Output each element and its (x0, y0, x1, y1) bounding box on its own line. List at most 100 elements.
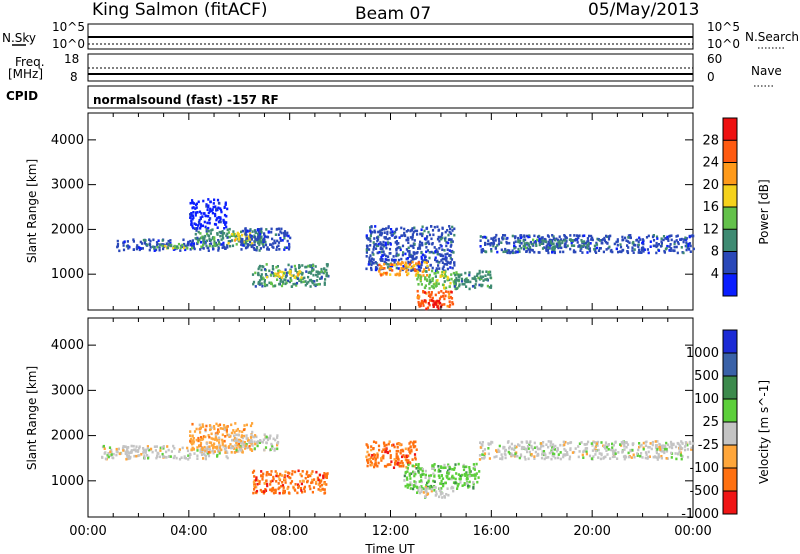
scatter-cell (684, 236, 687, 240)
scatter-cell (278, 491, 281, 495)
scatter-cell (623, 445, 626, 448)
scatter-cell (619, 250, 622, 253)
scatter-cell (437, 301, 440, 304)
scatter-cell (481, 270, 484, 274)
scatter-cell (312, 268, 315, 271)
scatter-cell (167, 240, 170, 243)
scatter-cell (186, 449, 190, 453)
scatter-cell (668, 234, 671, 238)
scatter-cell (461, 484, 464, 487)
scatter-cell (621, 238, 624, 242)
scatter-cell (448, 292, 451, 296)
scatter-cell (655, 451, 658, 455)
scatter-cell (448, 254, 451, 257)
scatter-cell (405, 476, 409, 480)
scatter-cell (676, 234, 679, 238)
scatter-cell (162, 247, 165, 251)
scatter-cell (210, 426, 213, 429)
scatter-cell (392, 255, 395, 258)
scatter-cell (446, 487, 449, 490)
scatter-cell (118, 452, 121, 456)
scatter-cell (192, 447, 195, 451)
scatter-cell (265, 471, 268, 474)
scatter-cell (548, 244, 551, 247)
scatter-cell (297, 271, 300, 275)
scatter-cell (402, 454, 405, 457)
scatter-cell (266, 438, 270, 442)
scatter-cell (688, 235, 691, 239)
scatter-cell (395, 227, 398, 231)
scatter-cell (218, 438, 221, 441)
scatter-cell (278, 477, 281, 481)
scatter-cell (541, 247, 545, 250)
scatter-cell (141, 247, 144, 250)
scatter-cell (669, 243, 672, 246)
scatter-cell (206, 239, 209, 243)
scatter-cell (448, 470, 451, 474)
scatter-cell (600, 241, 603, 245)
scatter-cell (245, 237, 248, 240)
scatter-cell (649, 442, 652, 445)
scatter-cell (647, 450, 650, 454)
scatter-cell (647, 251, 650, 255)
scatter-cell (127, 247, 130, 250)
scatter-cell (429, 293, 432, 297)
colorbar-swatch (723, 330, 737, 354)
scatter-cell (226, 232, 229, 236)
scatter-cell (266, 248, 269, 251)
scatter-cell (417, 471, 420, 474)
nave-tick-high: 60 (707, 52, 722, 66)
scatter-cell (226, 425, 229, 428)
scatter-cell (377, 444, 381, 448)
scatter-cell (258, 235, 261, 239)
scatter-cell (115, 450, 118, 453)
scatter-cell (446, 229, 449, 232)
freq-tick-low: 8 (70, 70, 78, 84)
scatter-cell (668, 445, 671, 449)
scatter-cell (393, 445, 396, 449)
scatter-cell (257, 271, 260, 275)
scatter-cell (467, 486, 470, 489)
scatter-cell (299, 278, 302, 281)
scatter-cell (251, 471, 255, 474)
scatter-cell (284, 282, 287, 286)
scatter-cell (437, 282, 440, 286)
scatter-cell (547, 445, 550, 449)
scatter-cell (414, 456, 417, 459)
scatter-cell (316, 270, 319, 274)
scatter-cell (458, 284, 461, 288)
scatter-cell (205, 227, 208, 231)
scatter-cell (268, 269, 271, 273)
scatter-cell (274, 241, 277, 245)
scatter-cell (244, 227, 247, 230)
scatter-cell (423, 258, 426, 262)
scatter-cell (413, 226, 416, 230)
scatter-cell (584, 443, 587, 446)
scatter-cell (246, 243, 249, 246)
scatter-cell (305, 265, 308, 269)
scatter-cell (455, 472, 458, 475)
scatter-cell (540, 456, 544, 460)
scatter-cell (243, 445, 246, 448)
scatter-cell (222, 221, 225, 224)
scatter-cell (429, 295, 432, 299)
scatter-cell (380, 228, 383, 232)
scatter-cell (233, 434, 236, 437)
scatter-cell (226, 433, 229, 437)
scatter-cell (402, 265, 405, 268)
scatter-cell (301, 490, 304, 494)
scatter-cell (520, 242, 523, 245)
scatter-cell (383, 267, 386, 270)
scatter-cell (228, 433, 231, 437)
scatter-cell (296, 273, 300, 276)
scatter-cell (482, 236, 485, 239)
y-tick-label: 1000 (51, 267, 84, 282)
scatter-cell (320, 275, 323, 279)
scatter-cell (318, 272, 321, 275)
scatter-cell (196, 457, 199, 460)
scatter-cell (534, 242, 538, 246)
colorbar-swatch (723, 422, 737, 446)
scatter-cell (594, 247, 597, 251)
scatter-cell (204, 449, 207, 453)
scatter-cell (212, 444, 215, 448)
